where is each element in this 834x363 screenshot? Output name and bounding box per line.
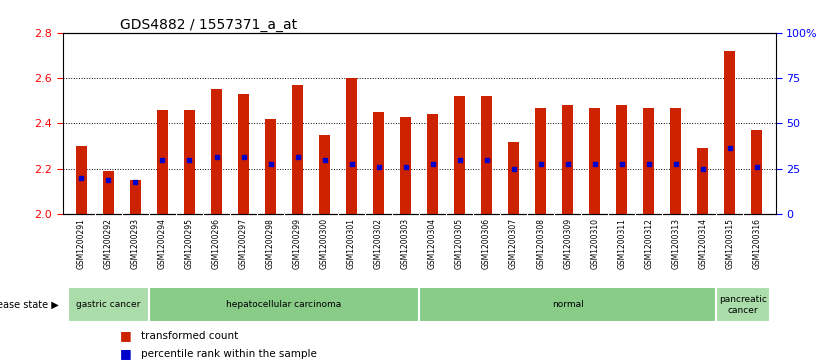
Text: GSM1200306: GSM1200306	[482, 218, 491, 269]
Bar	[184, 110, 195, 214]
Bar	[420, 287, 716, 322]
Text: GSM1200296: GSM1200296	[212, 218, 221, 269]
Bar	[103, 171, 114, 214]
Bar	[535, 107, 546, 214]
Text: GSM1200300: GSM1200300	[320, 218, 329, 269]
Text: GSM1200313: GSM1200313	[671, 218, 681, 269]
Text: GSM1200316: GSM1200316	[752, 218, 761, 269]
Text: GSM1200293: GSM1200293	[131, 218, 140, 269]
Text: GSM1200292: GSM1200292	[104, 218, 113, 269]
Text: transformed count: transformed count	[141, 331, 239, 341]
Bar	[130, 180, 141, 214]
Text: GSM1200294: GSM1200294	[158, 218, 167, 269]
Bar	[400, 117, 411, 214]
Text: ■: ■	[119, 329, 131, 342]
Text: GSM1200297: GSM1200297	[239, 218, 248, 269]
Bar	[427, 114, 438, 214]
Bar	[211, 89, 222, 214]
Text: gastric cancer: gastric cancer	[76, 301, 141, 309]
Text: GSM1200315: GSM1200315	[726, 218, 734, 269]
Bar	[481, 96, 492, 214]
Text: GSM1200295: GSM1200295	[185, 218, 194, 269]
Bar	[697, 148, 708, 214]
Text: hepatocellular carcinoma: hepatocellular carcinoma	[226, 301, 342, 309]
Bar	[68, 287, 149, 322]
Text: GSM1200299: GSM1200299	[293, 218, 302, 269]
Bar	[239, 94, 249, 214]
Bar	[76, 146, 87, 214]
Text: normal: normal	[552, 301, 584, 309]
Text: GSM1200304: GSM1200304	[428, 218, 437, 269]
Text: GSM1200298: GSM1200298	[266, 218, 275, 269]
Bar	[671, 107, 681, 214]
Text: GSM1200312: GSM1200312	[644, 218, 653, 269]
Bar	[319, 135, 330, 214]
Text: ■: ■	[119, 347, 131, 360]
Bar	[590, 107, 600, 214]
Text: GSM1200305: GSM1200305	[455, 218, 464, 269]
Bar	[724, 51, 735, 214]
Bar	[292, 85, 303, 214]
Text: GSM1200309: GSM1200309	[563, 218, 572, 269]
Bar	[157, 110, 168, 214]
Bar	[643, 107, 654, 214]
Text: GSM1200314: GSM1200314	[698, 218, 707, 269]
Text: GSM1200307: GSM1200307	[509, 218, 518, 269]
Bar	[508, 142, 519, 214]
Text: GSM1200291: GSM1200291	[77, 218, 86, 269]
Bar	[562, 105, 573, 214]
Bar	[346, 78, 357, 214]
Text: GSM1200301: GSM1200301	[347, 218, 356, 269]
Text: GDS4882 / 1557371_a_at: GDS4882 / 1557371_a_at	[119, 18, 297, 32]
Text: GSM1200310: GSM1200310	[590, 218, 599, 269]
Text: GSM1200308: GSM1200308	[536, 218, 545, 269]
Bar	[455, 96, 465, 214]
Bar	[265, 119, 276, 214]
Text: disease state ▶: disease state ▶	[0, 300, 58, 310]
Bar	[373, 112, 384, 214]
Text: GSM1200302: GSM1200302	[374, 218, 383, 269]
Text: GSM1200303: GSM1200303	[401, 218, 410, 269]
Bar	[616, 105, 627, 214]
Bar	[716, 287, 771, 322]
Bar	[149, 287, 420, 322]
Text: pancreatic
cancer: pancreatic cancer	[719, 295, 767, 315]
Text: GSM1200311: GSM1200311	[617, 218, 626, 269]
Bar	[751, 130, 762, 214]
Text: percentile rank within the sample: percentile rank within the sample	[141, 349, 317, 359]
